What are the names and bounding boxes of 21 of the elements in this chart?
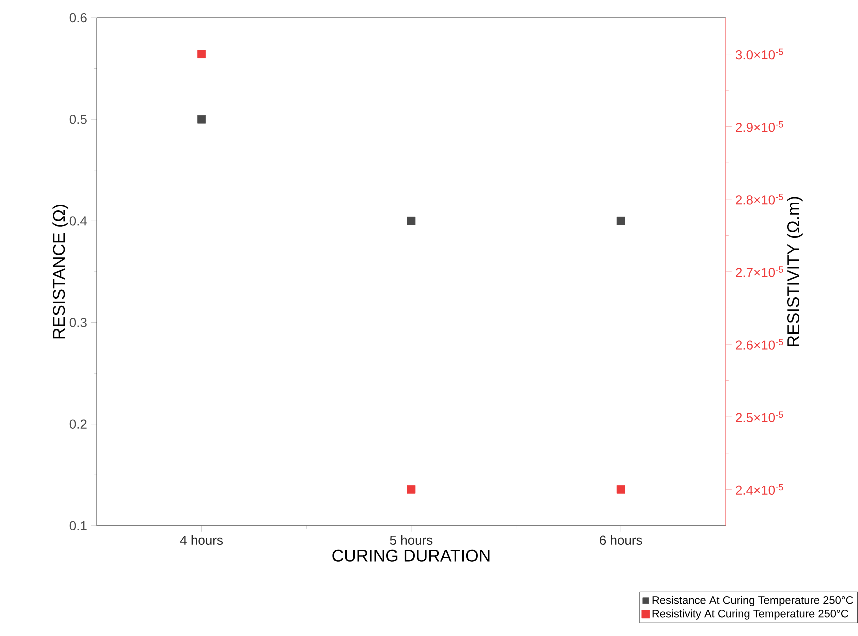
y2-tick-label: 2.8×10$^{-5}$ xyxy=(736,194,784,205)
x-tick-label: 4 hours xyxy=(180,535,224,546)
legend-label: Resistance At Curing Temperature 250°C xyxy=(652,596,854,606)
y2-tick-label: 2.5×10$^{-5}$ xyxy=(736,412,784,422)
y-tick-label: 0.6 xyxy=(70,13,87,23)
y2-tick-label: 2.4×10$^{-5}$ xyxy=(736,484,784,496)
y2-tick-label: 2.7×10$^{-5}$ xyxy=(736,266,784,278)
x-tick-label: 6 hours xyxy=(600,535,642,546)
y-tick-label: 0.3 xyxy=(70,318,87,328)
x-tick-label: 5 hours xyxy=(390,535,433,546)
y2-tick-label: 3.0×10$^{-5}$ xyxy=(736,48,784,60)
y2-axis-title: RESISTIVITY (Ω.m) xyxy=(787,197,803,346)
y-axis-title: RESISTANCE (Ω) xyxy=(52,204,69,339)
y-tick-label: 0.2 xyxy=(70,420,87,429)
y-tick-label: 0.5 xyxy=(70,115,87,124)
y-tick-label: 0.1 xyxy=(70,521,87,531)
x-axis-title: CURING DURATION xyxy=(332,550,490,562)
y-tick-label: 0.4 xyxy=(70,216,88,226)
y2-tick-label: 2.9×10$^{-5}$ xyxy=(736,122,784,132)
legend-label: Resistivity At Curing Temperature 250°C xyxy=(652,610,848,620)
y2-tick-label: 2.6×10$^{-5}$ xyxy=(736,339,784,350)
